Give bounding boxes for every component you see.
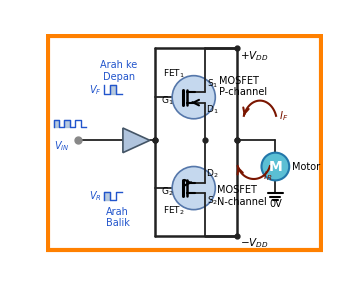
- Polygon shape: [123, 128, 150, 153]
- Text: $I_F$: $I_F$: [279, 110, 288, 123]
- Text: D$_2$: D$_2$: [206, 168, 219, 180]
- Text: 0V: 0V: [269, 199, 282, 209]
- Text: $V_{IN}$: $V_{IN}$: [54, 140, 69, 153]
- Text: $I_R$: $I_R$: [263, 169, 273, 183]
- Text: M: M: [269, 160, 282, 174]
- Circle shape: [172, 166, 215, 210]
- Text: FET$_2$: FET$_2$: [163, 205, 185, 218]
- Text: MOSFET
N-channel: MOSFET N-channel: [217, 185, 267, 206]
- Text: S$_2$: S$_2$: [207, 194, 218, 207]
- Text: G$_1$: G$_1$: [161, 95, 174, 107]
- Text: Arah ke
Depan: Arah ke Depan: [100, 60, 138, 82]
- Text: $V_F$: $V_F$: [89, 83, 102, 97]
- Text: $+V_{DD}$: $+V_{DD}$: [240, 49, 269, 62]
- Text: $-V_{DD}$: $-V_{DD}$: [240, 237, 269, 250]
- Text: D$_1$: D$_1$: [206, 103, 219, 116]
- Text: MOSFET
P-channel: MOSFET P-channel: [219, 76, 267, 97]
- Text: S$_1$: S$_1$: [207, 77, 218, 90]
- Text: Arah
Balik: Arah Balik: [105, 206, 130, 228]
- Circle shape: [172, 76, 215, 119]
- Text: Motor: Motor: [292, 162, 320, 172]
- Circle shape: [261, 153, 289, 180]
- Text: FET$_1$: FET$_1$: [163, 68, 185, 80]
- Text: $V_R$: $V_R$: [89, 190, 102, 203]
- Text: G$_2$: G$_2$: [161, 186, 174, 198]
